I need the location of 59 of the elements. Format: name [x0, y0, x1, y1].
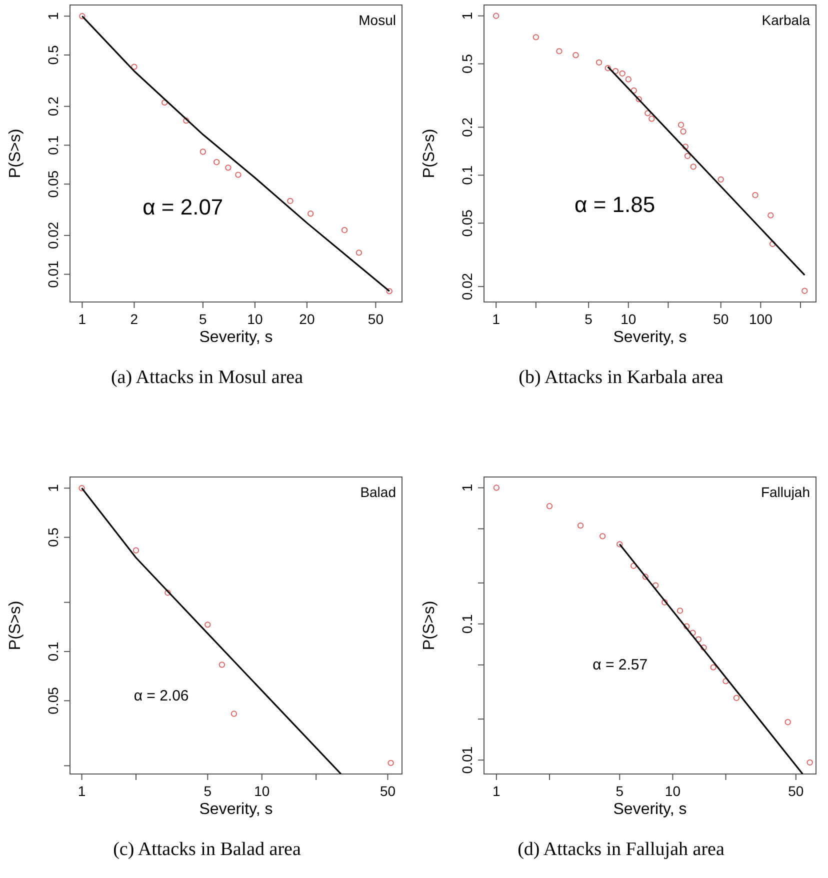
- y-tick-label: 0.05: [459, 209, 475, 237]
- annotation: α = 2.57: [592, 656, 648, 674]
- x-tick-label: 5: [199, 311, 208, 327]
- x-tick-label: 50: [368, 311, 384, 327]
- y-tick-label: 0.02: [459, 272, 475, 300]
- text: (d) Attacks in Fallujah area: [518, 839, 725, 860]
- x-tick-label: 10: [247, 311, 263, 327]
- y-tick-label: 0.1: [459, 614, 475, 634]
- y-tick-label: 1: [459, 12, 475, 20]
- y-tick-label: 1: [45, 484, 61, 492]
- x-tick-label: 5: [584, 311, 593, 327]
- x-tick-label: 2: [130, 311, 138, 327]
- y-tick-label: 1: [459, 484, 475, 492]
- x-tick-label: 1: [78, 311, 86, 327]
- x-tick-label: 20: [299, 311, 315, 327]
- y-tick-label: 0.2: [459, 117, 475, 137]
- x-axis-title: Severity, s: [613, 801, 687, 818]
- text: (b) Attacks in Karbala area: [518, 367, 724, 388]
- x-tick-label: 50: [380, 783, 396, 799]
- y-tick-label: 0.5: [45, 45, 61, 65]
- x-tick-label: 1: [78, 783, 86, 799]
- x-tick-label: 10: [664, 783, 681, 799]
- y-tick-label: 0.05: [45, 170, 61, 198]
- y-axis-title: P(S>s): [421, 128, 438, 178]
- x-axis-title: Severity, s: [613, 329, 687, 346]
- y-tick-label: 0.5: [459, 54, 475, 74]
- y-tick-label: 0.02: [45, 222, 61, 250]
- text: Balad: [360, 484, 396, 500]
- x-axis-title: Severity, s: [199, 801, 273, 818]
- y-tick-label: 0.1: [459, 165, 475, 185]
- y-axis-title: P(S>s): [7, 600, 24, 650]
- y-tick-label: 0.2: [45, 96, 61, 116]
- x-tick-label: 50: [713, 311, 729, 327]
- x-tick-label: 10: [254, 783, 270, 799]
- annotation: α = 2.06: [134, 687, 189, 704]
- y-tick-label: 0.01: [45, 260, 61, 288]
- x-tick-label: 100: [748, 311, 773, 327]
- text: (a) Attacks in Mosul area: [110, 367, 304, 388]
- annotation: α = 2.07: [142, 194, 224, 220]
- y-axis-title: P(S>s): [7, 128, 24, 178]
- text: (c) Attacks in Balad area: [113, 839, 302, 860]
- annotation: α = 1.85: [574, 192, 656, 217]
- y-axis-title: P(S>s): [421, 600, 438, 650]
- x-tick-label: 1: [492, 783, 501, 799]
- x-tick-label: 1: [492, 311, 500, 327]
- x-axis-title: Severity, s: [199, 329, 273, 346]
- y-tick-label: 0.5: [45, 527, 61, 548]
- text: Fallujah: [760, 484, 810, 500]
- y-tick-label: 1: [45, 12, 61, 20]
- x-tick-label: 10: [620, 311, 636, 327]
- x-tick-label: 5: [204, 783, 212, 799]
- text: Karbala: [762, 12, 810, 28]
- y-tick-label: 0.1: [45, 642, 61, 662]
- y-tick-label: 0.01: [459, 746, 475, 774]
- text: Mosul: [358, 12, 396, 28]
- y-tick-label: 0.05: [45, 686, 61, 714]
- y-tick-label: 0.1: [45, 135, 61, 155]
- x-tick-label: 5: [616, 783, 624, 799]
- x-tick-label: 50: [788, 783, 804, 799]
